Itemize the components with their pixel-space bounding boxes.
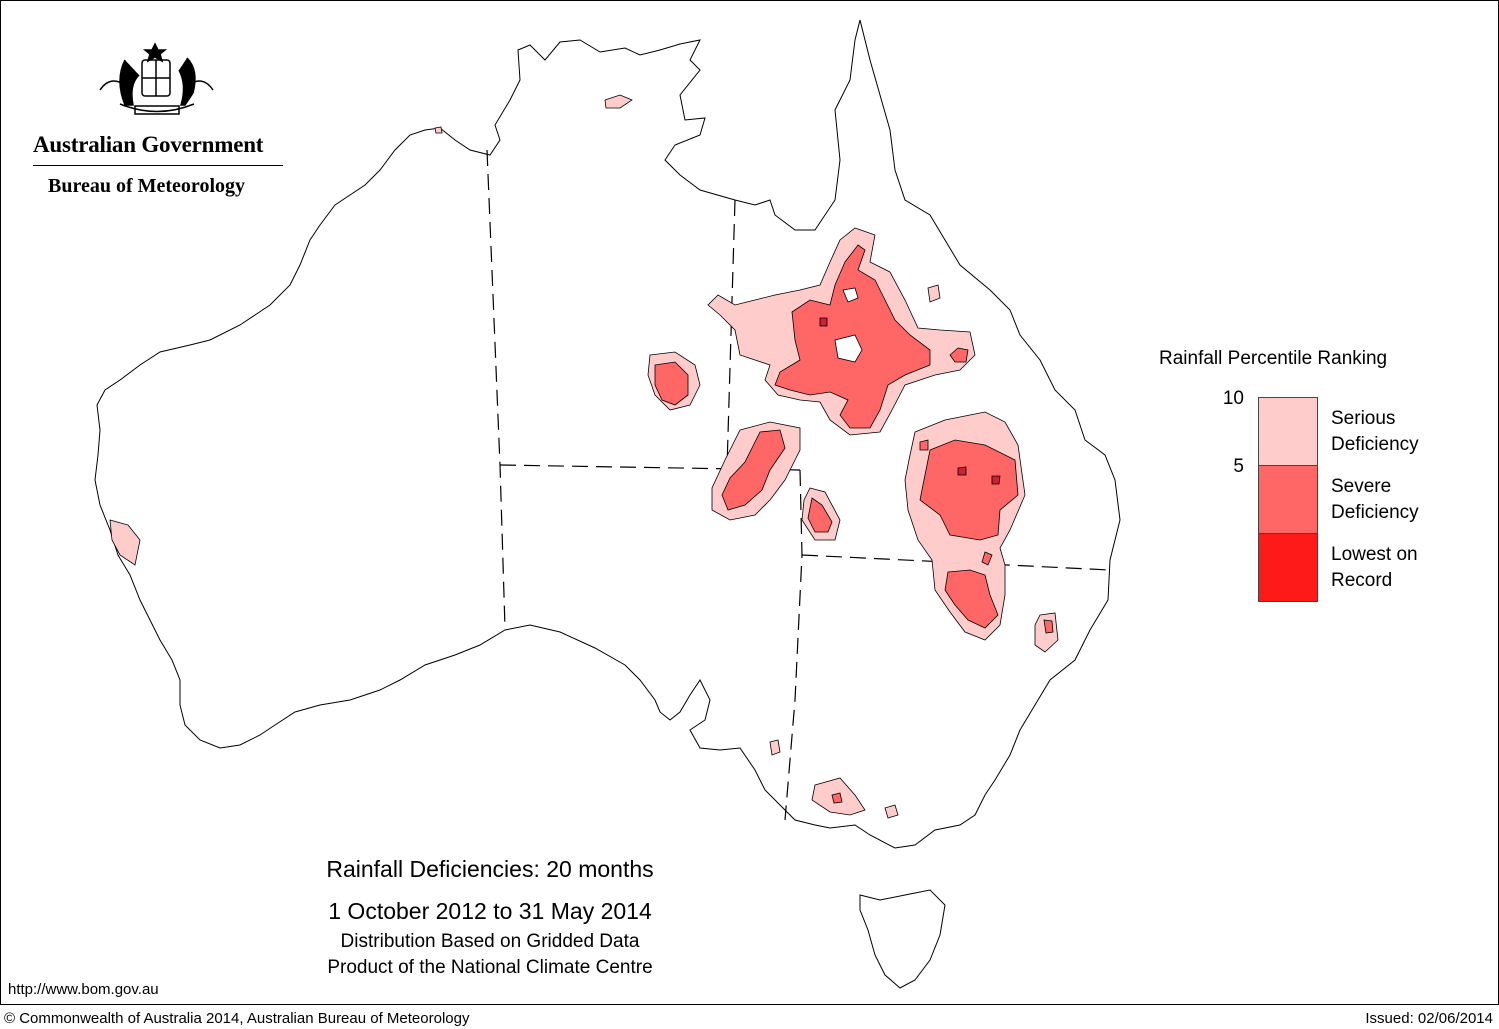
legend-swatch-severe: [1258, 465, 1318, 534]
map-period: 1 October 2012 to 31 May 2014: [328, 898, 652, 924]
legend-label-severe: Severe Deficiency: [1331, 476, 1419, 523]
org-name: Australian Government: [33, 132, 264, 157]
copyright-notice: © Commonwealth of Australia 2014, Austra…: [4, 1010, 470, 1027]
legend-tick-10: 10: [1222, 388, 1244, 409]
bom-website-link[interactable]: http://www.bom.gov.au: [8, 981, 159, 998]
holes: [834, 287, 863, 363]
header-divider: [33, 165, 283, 166]
australia-map: [94, 19, 1121, 989]
legend-label-serious: Serious Deficiency: [1331, 408, 1419, 455]
legend-label-lowest: Lowest on Record: [1331, 544, 1418, 591]
legend-tick-5: 5: [1233, 456, 1244, 477]
issued-date: Issued: 02/06/2014: [1365, 1010, 1493, 1027]
legend-title: Rainfall Percentile Ranking: [1159, 348, 1388, 369]
coat-of-arms-icon: [25, 30, 295, 210]
legend-swatch-lowest: [1258, 533, 1318, 602]
agency-name: Bureau of Meteorology: [48, 175, 246, 197]
map-title: Rainfall Deficiencies: 20 months: [326, 856, 654, 882]
lowest-on-record-areas: [819, 317, 1001, 485]
map-subtitle-distribution: Distribution Based on Gridded Data: [340, 931, 640, 952]
tasmania-outline: [859, 889, 946, 989]
legend-swatch-serious: [1258, 397, 1318, 466]
map-subtitle-product: Product of the National Climate Centre: [327, 957, 653, 978]
mainland-outline: [94, 19, 1121, 849]
